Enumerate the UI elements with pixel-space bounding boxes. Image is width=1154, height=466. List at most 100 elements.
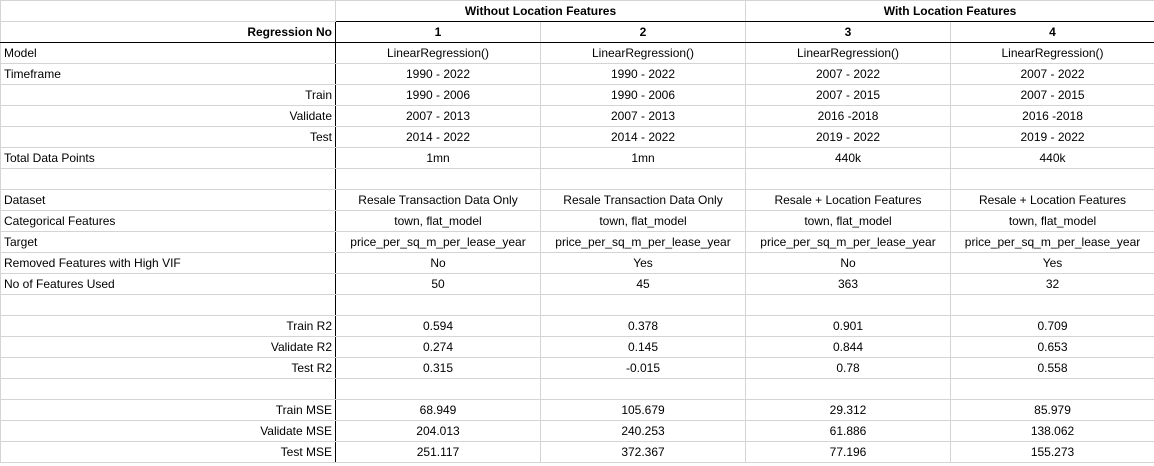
row-value[interactable]: 2014 - 2022 xyxy=(539,126,747,148)
row-value[interactable]: 77.196 xyxy=(745,441,952,463)
row-value[interactable]: 204.013 xyxy=(335,420,541,442)
row-value[interactable]: 0.315 xyxy=(335,357,541,379)
row-value[interactable]: No xyxy=(745,252,952,274)
row-value[interactable]: 0.558 xyxy=(950,357,1154,379)
row-value[interactable] xyxy=(950,378,1154,400)
row-value[interactable]: 1990 - 2006 xyxy=(539,84,747,106)
row-value[interactable] xyxy=(745,378,952,400)
row-value[interactable]: 1990 - 2022 xyxy=(335,63,541,85)
row-value[interactable]: town, flat_model xyxy=(335,210,541,232)
row-value[interactable]: town, flat_model xyxy=(539,210,747,232)
row-value[interactable] xyxy=(539,294,747,316)
row-label[interactable]: Test xyxy=(0,126,336,148)
row-value[interactable]: 2007 - 2015 xyxy=(950,84,1154,106)
row-value[interactable] xyxy=(335,378,541,400)
row-value[interactable]: 2014 - 2022 xyxy=(335,126,541,148)
row-value[interactable]: 2007 - 2013 xyxy=(539,105,747,127)
row-label[interactable]: Validate R2 xyxy=(0,336,336,358)
row-value[interactable]: 0.901 xyxy=(745,315,952,337)
row-value[interactable] xyxy=(950,294,1154,316)
row-value[interactable]: 68.949 xyxy=(335,399,541,421)
row-value[interactable]: Resale Transaction Data Only xyxy=(539,189,747,211)
row-value[interactable]: 2007 - 2022 xyxy=(950,63,1154,85)
row-value[interactable]: 61.886 xyxy=(745,420,952,442)
corner-cell[interactable] xyxy=(0,0,336,22)
row-value[interactable]: 0.378 xyxy=(539,315,747,337)
row-value[interactable]: price_per_sq_m_per_lease_year xyxy=(950,231,1154,253)
row-value[interactable]: 0.709 xyxy=(950,315,1154,337)
row-label[interactable]: Categorical Features xyxy=(0,210,336,232)
row-value[interactable]: 0.274 xyxy=(335,336,541,358)
row-label[interactable]: Total Data Points xyxy=(0,147,336,169)
row-label[interactable] xyxy=(0,168,336,190)
row-value[interactable]: LinearRegression() xyxy=(745,42,952,64)
row-value[interactable]: 0.78 xyxy=(745,357,952,379)
row-value[interactable]: 2019 - 2022 xyxy=(745,126,952,148)
row-value[interactable]: 0.844 xyxy=(745,336,952,358)
row-value[interactable]: 0.594 xyxy=(335,315,541,337)
regression-no-4[interactable]: 4 xyxy=(950,21,1154,43)
row-value[interactable]: 2016 -2018 xyxy=(745,105,952,127)
row-label[interactable]: Train R2 xyxy=(0,315,336,337)
row-value[interactable]: Yes xyxy=(950,252,1154,274)
row-value[interactable]: 0.145 xyxy=(539,336,747,358)
row-label[interactable]: Validate xyxy=(0,105,336,127)
row-label[interactable]: Timeframe xyxy=(0,63,336,85)
row-value[interactable]: price_per_sq_m_per_lease_year xyxy=(745,231,952,253)
row-value[interactable]: 372.367 xyxy=(539,441,747,463)
row-value[interactable]: LinearRegression() xyxy=(539,42,747,64)
regression-no-1[interactable]: 1 xyxy=(335,21,541,43)
row-value[interactable]: 440k xyxy=(950,147,1154,169)
row-value[interactable]: 2007 - 2013 xyxy=(335,105,541,127)
regression-no-2[interactable]: 2 xyxy=(539,21,747,43)
row-value[interactable]: -0.015 xyxy=(539,357,747,379)
group-header-without-location[interactable]: Without Location Features xyxy=(334,0,747,22)
row-value[interactable]: town, flat_model xyxy=(745,210,952,232)
row-label[interactable] xyxy=(0,378,336,400)
row-label[interactable]: Target xyxy=(0,231,336,253)
row-value[interactable]: 50 xyxy=(335,273,541,295)
row-value[interactable] xyxy=(950,168,1154,190)
regression-no-3[interactable]: 3 xyxy=(745,21,952,43)
row-label[interactable] xyxy=(0,294,336,316)
row-value[interactable]: 2019 - 2022 xyxy=(950,126,1154,148)
row-value[interactable]: 2016 -2018 xyxy=(950,105,1154,127)
row-label[interactable]: Removed Features with High VIF xyxy=(0,252,336,274)
row-value[interactable]: town, flat_model xyxy=(950,210,1154,232)
row-value[interactable]: price_per_sq_m_per_lease_year xyxy=(335,231,541,253)
row-value[interactable]: 1mn xyxy=(335,147,541,169)
row-value[interactable]: Resale + Location Features xyxy=(950,189,1154,211)
row-label[interactable]: Test R2 xyxy=(0,357,336,379)
row-label[interactable]: Test MSE xyxy=(0,441,336,463)
row-value[interactable] xyxy=(335,294,541,316)
row-value[interactable]: No xyxy=(335,252,541,274)
row-value[interactable]: 32 xyxy=(950,273,1154,295)
row-value[interactable]: 440k xyxy=(745,147,952,169)
row-value[interactable]: 1mn xyxy=(539,147,747,169)
row-value[interactable]: 2007 - 2022 xyxy=(745,63,952,85)
row-value[interactable]: 363 xyxy=(745,273,952,295)
row-value[interactable]: 1990 - 2022 xyxy=(539,63,747,85)
row-label[interactable]: Validate MSE xyxy=(0,420,336,442)
row-value[interactable]: 45 xyxy=(539,273,747,295)
row-value[interactable]: 105.679 xyxy=(539,399,747,421)
row-value[interactable]: 155.273 xyxy=(950,441,1154,463)
row-value[interactable]: price_per_sq_m_per_lease_year xyxy=(539,231,747,253)
row-value[interactable]: Yes xyxy=(539,252,747,274)
row-value[interactable]: 2007 - 2015 xyxy=(745,84,952,106)
row-value[interactable] xyxy=(539,378,747,400)
row-value[interactable]: 1990 - 2006 xyxy=(335,84,541,106)
row-value[interactable]: 251.117 xyxy=(335,441,541,463)
row-value[interactable] xyxy=(745,294,952,316)
row-value[interactable] xyxy=(335,168,541,190)
row-value[interactable]: 85.979 xyxy=(950,399,1154,421)
row-label[interactable]: No of Features Used xyxy=(0,273,336,295)
row-value[interactable]: 138.062 xyxy=(950,420,1154,442)
row-value[interactable]: LinearRegression() xyxy=(335,42,541,64)
row-value[interactable]: Resale Transaction Data Only xyxy=(335,189,541,211)
row-value[interactable] xyxy=(745,168,952,190)
row-value[interactable]: Resale + Location Features xyxy=(745,189,952,211)
row-value[interactable]: 240.253 xyxy=(539,420,747,442)
row-value[interactable]: 29.312 xyxy=(745,399,952,421)
row-value[interactable] xyxy=(539,168,747,190)
